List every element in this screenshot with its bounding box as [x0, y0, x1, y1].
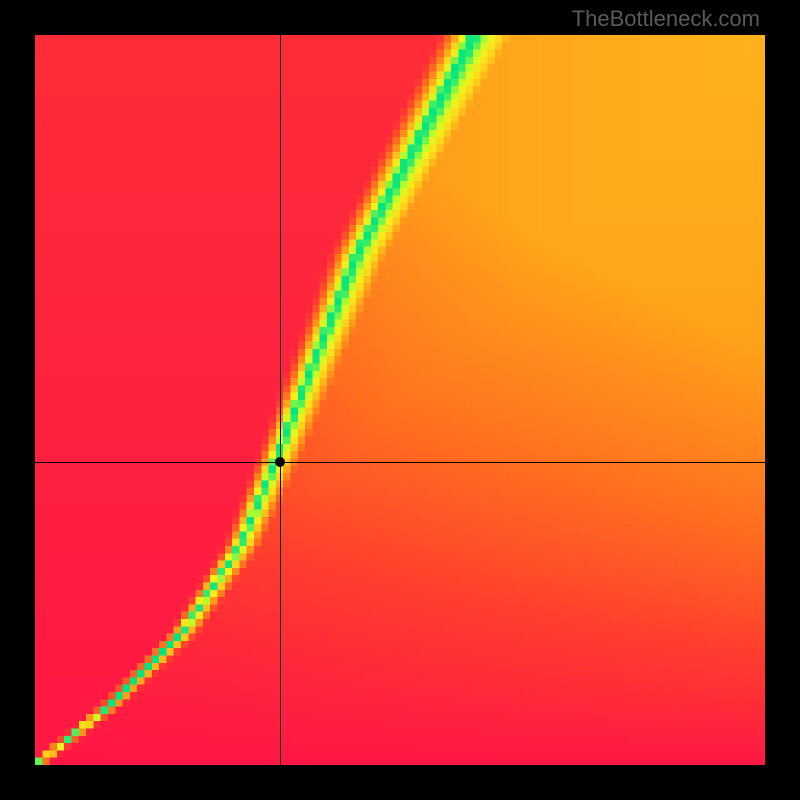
- crosshair-vertical: [280, 35, 281, 765]
- heatmap-canvas: [35, 35, 765, 765]
- heatmap-plot: [35, 35, 765, 765]
- crosshair-horizontal: [35, 462, 765, 463]
- watermark-text: TheBottleneck.com: [572, 6, 760, 32]
- marker-point: [275, 457, 285, 467]
